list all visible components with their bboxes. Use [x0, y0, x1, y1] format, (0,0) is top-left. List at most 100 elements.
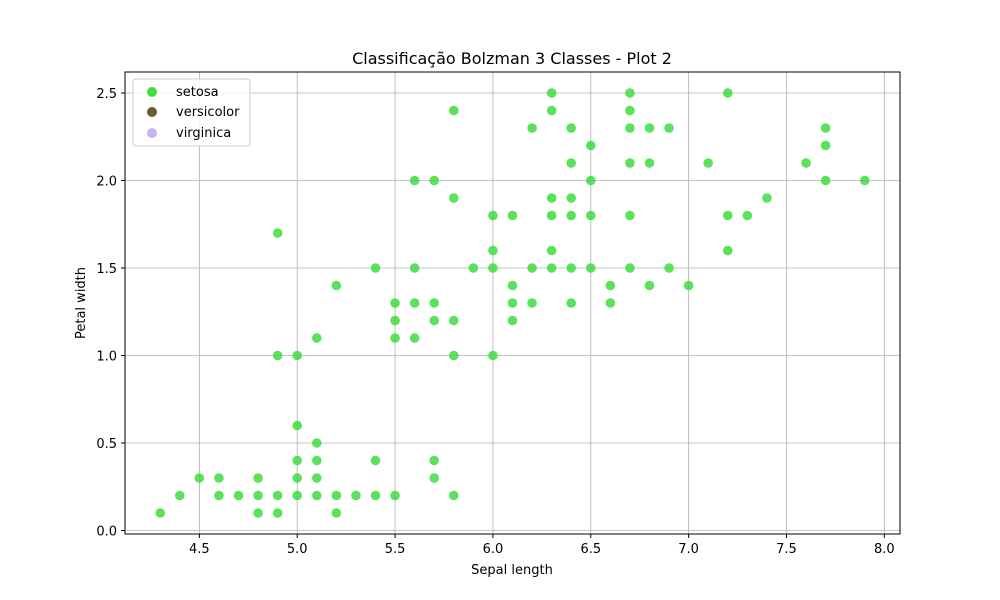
y-tick-label: 2.0	[96, 175, 117, 190]
data-point-setosa	[292, 350, 303, 361]
data-point-setosa	[488, 263, 498, 273]
legend-label-setosa: setosa	[176, 85, 219, 100]
data-point-setosa	[566, 263, 577, 273]
legend-box	[132, 78, 251, 147]
data-point-setosa	[546, 263, 557, 273]
y-tick-label: 0.5	[96, 437, 117, 452]
data-point-setosa	[448, 350, 459, 361]
x-tick-label: 5.0	[287, 542, 308, 557]
y-axis-label: Petal width	[74, 267, 89, 339]
data-point-setosa	[546, 105, 557, 116]
data-point-setosa	[311, 490, 322, 501]
data-point-setosa	[488, 350, 498, 361]
data-point-setosa	[409, 175, 420, 186]
data-point-setosa	[233, 490, 244, 501]
data-point-setosa	[722, 88, 733, 98]
data-point-setosa	[292, 490, 303, 501]
data-point-setosa	[292, 473, 303, 483]
data-point-setosa	[625, 210, 635, 221]
data-point-setosa	[214, 473, 224, 483]
data-point-setosa	[429, 455, 440, 466]
data-point-setosa	[625, 158, 635, 168]
data-point-setosa	[448, 193, 459, 203]
data-point-setosa	[488, 210, 498, 221]
data-point-setosa	[311, 438, 322, 448]
data-point-setosa	[311, 333, 322, 343]
data-point-setosa	[370, 455, 381, 466]
x-tick-label: 5.5	[385, 542, 406, 557]
data-point-setosa	[664, 123, 674, 133]
data-point-setosa	[370, 490, 381, 501]
x-tick-label: 8.0	[874, 542, 895, 557]
legend-label-versicolor: versicolor	[176, 105, 240, 120]
x-tick-label: 6.0	[483, 542, 504, 557]
plot-frame	[124, 71, 901, 535]
data-point-setosa	[605, 298, 616, 308]
data-point-setosa	[527, 263, 537, 273]
data-point-setosa	[331, 490, 342, 501]
data-point-setosa	[331, 508, 342, 518]
data-point-setosa	[585, 175, 596, 186]
data-point-setosa	[311, 473, 322, 483]
data-point-setosa	[546, 245, 557, 256]
data-point-setosa	[390, 333, 400, 343]
data-point-setosa	[253, 508, 263, 518]
data-point-setosa	[585, 210, 596, 221]
y-tick-label: 0.0	[96, 525, 117, 540]
data-point-setosa	[585, 140, 596, 151]
data-point-setosa	[566, 298, 577, 308]
data-point-setosa	[468, 263, 479, 273]
data-point-setosa	[429, 298, 440, 308]
data-point-setosa	[311, 455, 322, 466]
x-tick-label: 7.0	[678, 542, 699, 557]
data-point-setosa	[820, 140, 831, 151]
data-point-setosa	[683, 280, 694, 291]
legend: setosa versicolor virginica	[132, 78, 251, 147]
data-point-setosa	[507, 315, 518, 326]
data-point-setosa	[448, 105, 459, 116]
data-point-setosa	[194, 473, 205, 483]
data-point-setosa	[272, 228, 283, 238]
data-point-setosa	[585, 263, 596, 273]
data-point-setosa	[625, 263, 635, 273]
y-tick-label: 1.0	[96, 350, 117, 365]
data-point-setosa	[644, 158, 655, 168]
data-point-setosa	[448, 490, 459, 501]
data-point-setosa	[625, 88, 635, 98]
data-point-setosa	[292, 455, 303, 466]
data-point-setosa	[507, 210, 518, 221]
data-point-setosa	[409, 298, 420, 308]
data-point-setosa	[820, 175, 831, 186]
data-point-setosa	[664, 263, 674, 273]
points-layer	[155, 88, 870, 518]
data-point-setosa	[429, 315, 440, 326]
data-point-setosa	[351, 490, 361, 501]
chart-title: Classificação Bolzman 3 Classes - Plot 2	[352, 49, 672, 68]
y-tick-label: 2.5	[96, 87, 117, 102]
data-point-setosa	[644, 280, 655, 291]
data-point-setosa	[429, 473, 440, 483]
data-point-setosa	[644, 123, 655, 133]
data-point-setosa	[546, 88, 557, 98]
data-point-setosa	[762, 193, 772, 203]
x-tick-label: 6.5	[580, 542, 601, 557]
data-point-setosa	[448, 315, 459, 326]
data-point-setosa	[742, 210, 753, 221]
data-point-setosa	[214, 490, 224, 501]
data-point-setosa	[820, 123, 831, 133]
data-point-setosa	[390, 315, 400, 326]
legend-label-virginica: virginica	[176, 126, 231, 141]
data-point-setosa	[703, 158, 714, 168]
data-point-setosa	[625, 123, 635, 133]
data-point-setosa	[272, 350, 283, 361]
data-point-setosa	[292, 420, 303, 431]
data-point-setosa	[546, 210, 557, 221]
data-point-setosa	[409, 333, 420, 343]
data-point-setosa	[566, 193, 577, 203]
data-point-setosa	[488, 245, 498, 256]
data-point-setosa	[507, 280, 518, 291]
y-tick-label: 1.5	[96, 262, 117, 277]
data-point-setosa	[390, 298, 400, 308]
x-tick-label: 4.5	[189, 542, 210, 557]
data-point-setosa	[527, 123, 537, 133]
